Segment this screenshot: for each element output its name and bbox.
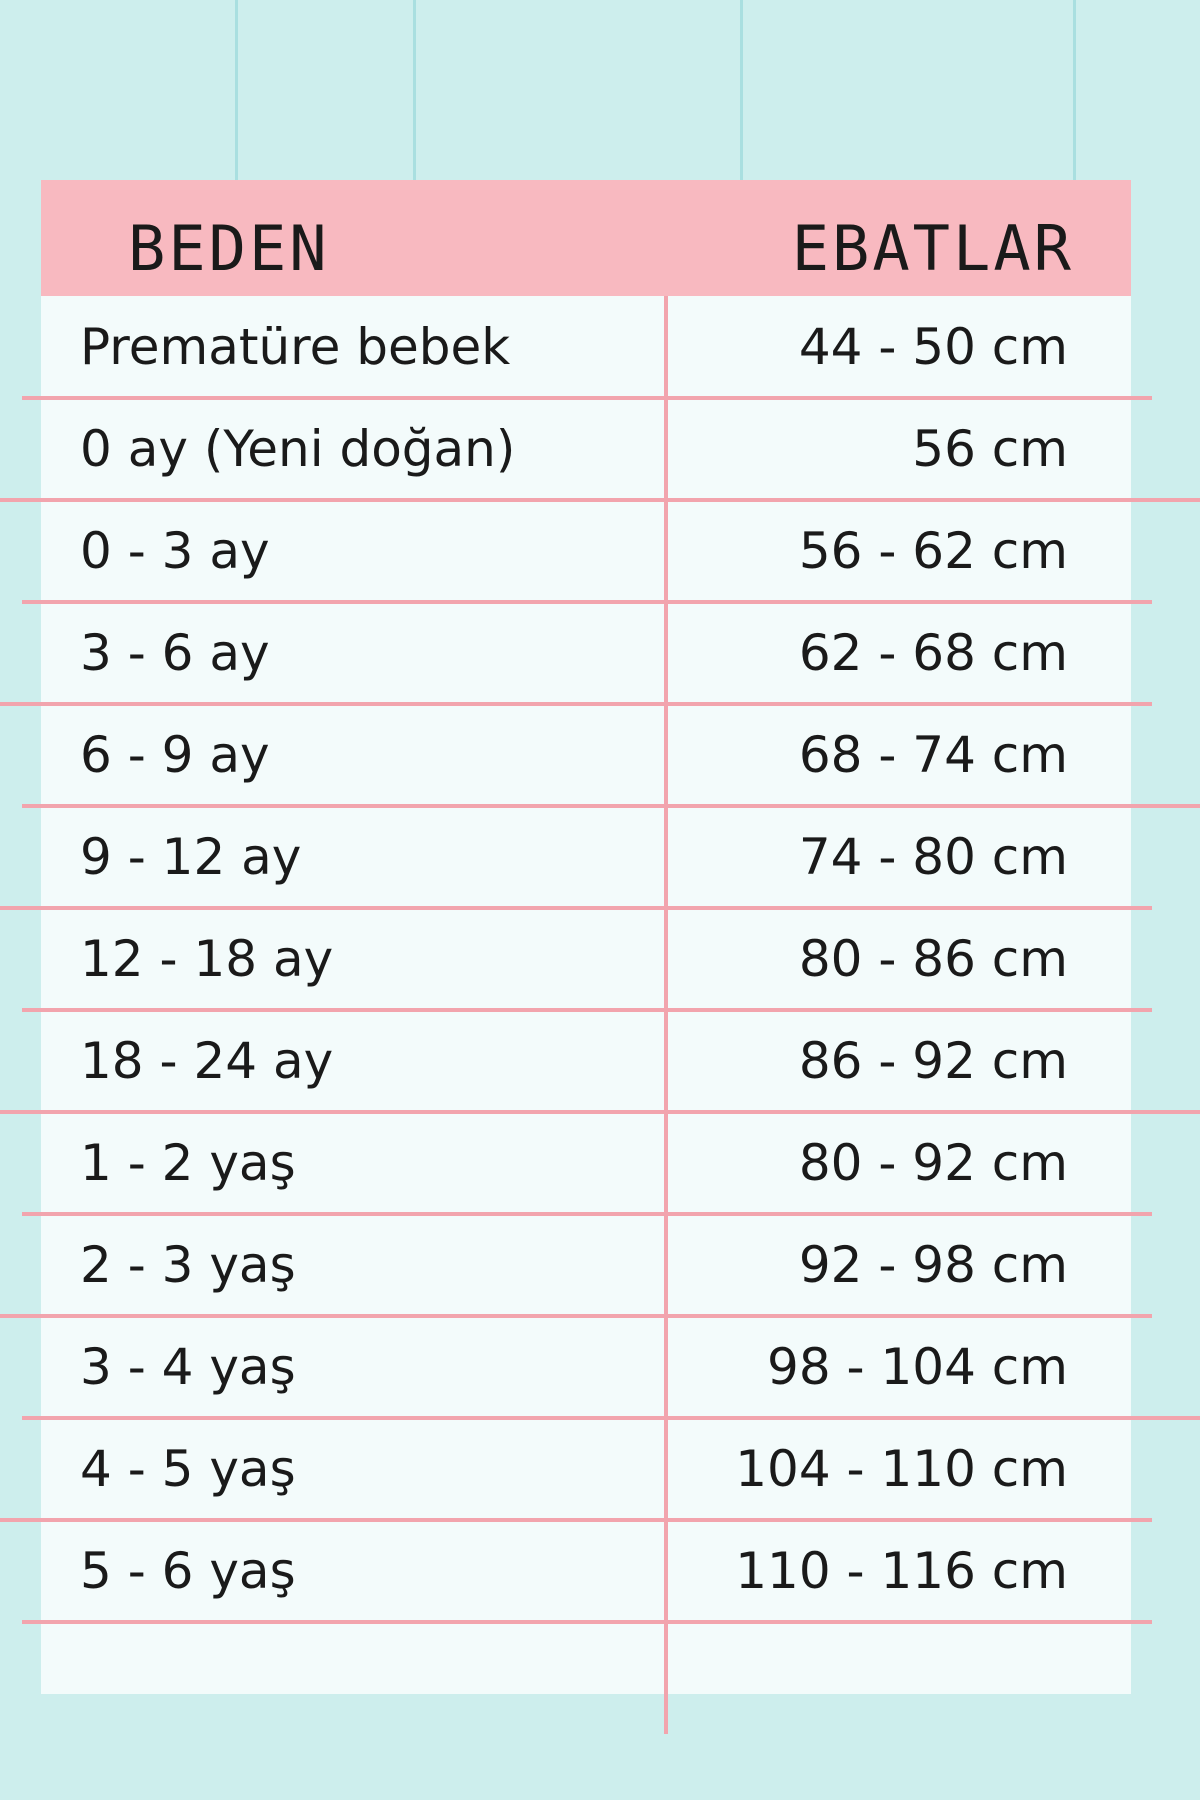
size-range: 68 - 74 cm bbox=[798, 726, 1068, 784]
size-range: 62 - 68 cm bbox=[798, 624, 1068, 682]
size-range: 80 - 86 cm bbox=[798, 930, 1068, 988]
row-line bbox=[0, 1110, 1200, 1114]
size-label: 0 - 3 ay bbox=[80, 522, 270, 580]
size-range: 92 - 98 cm bbox=[798, 1236, 1068, 1294]
row-line bbox=[22, 1008, 1152, 1012]
size-label: 3 - 6 ay bbox=[80, 624, 270, 682]
size-range: 56 cm bbox=[912, 420, 1068, 478]
row-line bbox=[0, 702, 1152, 706]
decor-string bbox=[235, 0, 238, 180]
size-range: 44 - 50 cm bbox=[798, 318, 1068, 376]
row-line bbox=[22, 396, 1152, 400]
row-line bbox=[0, 906, 1152, 910]
header-cell: EBATLAR bbox=[791, 212, 1074, 285]
table-card bbox=[41, 180, 1131, 1694]
size-label: 4 - 5 yaş bbox=[80, 1440, 296, 1498]
row-line bbox=[22, 1620, 1152, 1624]
size-range: 98 - 104 cm bbox=[767, 1338, 1068, 1396]
size-range: 110 - 116 cm bbox=[735, 1542, 1068, 1600]
row-line bbox=[0, 1518, 1152, 1522]
decor-string bbox=[1073, 0, 1076, 180]
size-label: 5 - 6 yaş bbox=[80, 1542, 296, 1600]
size-range: 74 - 80 cm bbox=[798, 828, 1068, 886]
size-label: 2 - 3 yaş bbox=[80, 1236, 296, 1294]
size-range: 104 - 110 cm bbox=[735, 1440, 1068, 1498]
size-label: 6 - 9 ay bbox=[80, 726, 270, 784]
row-line bbox=[22, 1416, 1200, 1420]
size-label: 3 - 4 yaş bbox=[80, 1338, 296, 1396]
decor-string bbox=[413, 0, 416, 180]
column-divider bbox=[664, 296, 668, 1734]
table-header bbox=[41, 180, 1131, 296]
row-line bbox=[0, 498, 1200, 502]
size-label: 12 - 18 ay bbox=[80, 930, 334, 988]
header-cell: BEDEN bbox=[128, 212, 330, 285]
row-line bbox=[0, 1314, 1152, 1318]
row-line bbox=[22, 600, 1152, 604]
row-line bbox=[22, 804, 1200, 808]
size-range: 56 - 62 cm bbox=[798, 522, 1068, 580]
row-line bbox=[22, 1212, 1152, 1216]
decor-string bbox=[740, 0, 743, 180]
size-label: 9 - 12 ay bbox=[80, 828, 302, 886]
size-label: 0 ay (Yeni doğan) bbox=[80, 420, 516, 478]
size-label: 1 - 2 yaş bbox=[80, 1134, 296, 1192]
size-label: 18 - 24 ay bbox=[80, 1032, 334, 1090]
size-range: 86 - 92 cm bbox=[798, 1032, 1068, 1090]
size-range: 80 - 92 cm bbox=[798, 1134, 1068, 1192]
size-label: Prematüre bebek bbox=[80, 318, 511, 376]
